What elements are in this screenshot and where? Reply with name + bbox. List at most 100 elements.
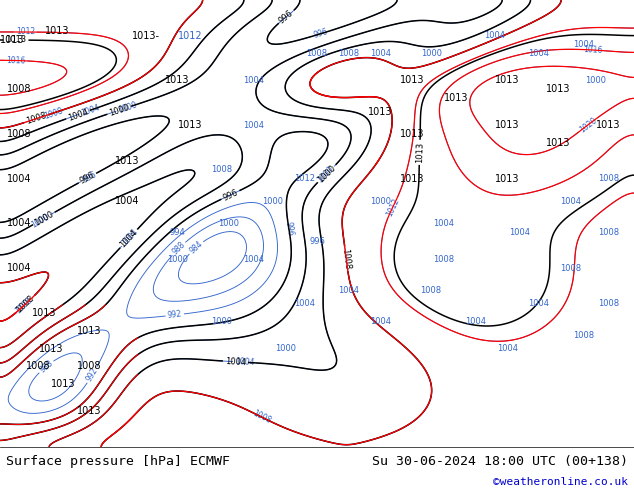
- Text: 996: 996: [78, 171, 96, 186]
- Text: 994: 994: [170, 228, 185, 237]
- Text: 1004: 1004: [243, 76, 264, 85]
- Text: 1000: 1000: [370, 196, 391, 206]
- Text: 1013: 1013: [39, 343, 63, 354]
- Text: 1000: 1000: [32, 209, 55, 227]
- Text: 1004: 1004: [338, 286, 359, 295]
- Text: 996: 996: [221, 188, 240, 202]
- Text: 1013: 1013: [77, 406, 101, 416]
- Text: Surface pressure [hPa] ECMWF: Surface pressure [hPa] ECMWF: [6, 456, 230, 468]
- Text: 1008: 1008: [598, 174, 619, 183]
- Text: 988: 988: [171, 241, 187, 257]
- Text: 1000: 1000: [420, 49, 442, 58]
- Text: 1000: 1000: [217, 219, 239, 228]
- Text: 1000: 1000: [167, 255, 188, 264]
- Text: 1013: 1013: [546, 138, 570, 148]
- Text: 1013: 1013: [400, 174, 424, 184]
- Text: 1013: 1013: [597, 120, 621, 130]
- Text: 996: 996: [278, 8, 295, 25]
- Text: 1000: 1000: [316, 163, 337, 184]
- Text: 1013: 1013: [51, 379, 75, 390]
- Text: 1004: 1004: [115, 196, 139, 206]
- Text: 1008: 1008: [42, 106, 63, 121]
- Text: 1000: 1000: [585, 76, 607, 85]
- Text: 1004: 1004: [243, 121, 264, 130]
- Text: 1004: 1004: [509, 228, 531, 237]
- Text: 1004: 1004: [80, 103, 101, 118]
- Text: 1013: 1013: [45, 26, 69, 36]
- Text: 1000: 1000: [29, 212, 51, 229]
- Text: 1013-: 1013-: [132, 31, 160, 41]
- Text: 1000: 1000: [108, 102, 131, 118]
- Text: 1008: 1008: [25, 111, 48, 126]
- Text: 1013: 1013: [495, 120, 519, 130]
- Text: 1013: 1013: [400, 129, 424, 139]
- Text: 1013: 1013: [178, 120, 202, 130]
- Text: 1012: 1012: [294, 174, 315, 183]
- Text: 1004: 1004: [224, 357, 246, 367]
- Text: 1008: 1008: [7, 129, 31, 139]
- Text: 1004: 1004: [496, 344, 518, 353]
- Text: 1008: 1008: [211, 165, 233, 174]
- Text: 1008: 1008: [15, 294, 36, 315]
- Text: 1013: 1013: [415, 142, 425, 163]
- Text: 1004: 1004: [67, 107, 89, 122]
- Text: Su 30-06-2024 18:00 UTC (00+138): Su 30-06-2024 18:00 UTC (00+138): [372, 456, 628, 468]
- Text: 1013: 1013: [77, 326, 101, 336]
- Text: 1000: 1000: [275, 344, 296, 353]
- Text: 1013: 1013: [5, 35, 27, 45]
- Text: 1004: 1004: [528, 49, 550, 58]
- Text: 1012: 1012: [16, 27, 35, 37]
- Text: 996: 996: [313, 27, 330, 40]
- Text: 1004: 1004: [465, 317, 486, 326]
- Text: 1013: 1013: [368, 107, 392, 117]
- Text: 1020: 1020: [578, 116, 598, 134]
- Text: 1008: 1008: [573, 331, 594, 340]
- Text: 996: 996: [309, 237, 325, 246]
- Text: 1008: 1008: [433, 255, 455, 264]
- Text: 1000: 1000: [316, 165, 336, 185]
- Text: 1008: 1008: [306, 49, 328, 58]
- Text: 1008: 1008: [560, 264, 581, 272]
- Text: 1013: 1013: [1, 35, 25, 45]
- Text: 1004: 1004: [120, 227, 139, 247]
- Text: 1012: 1012: [385, 196, 401, 218]
- Text: 1016: 1016: [583, 45, 602, 55]
- Text: 1004: 1004: [294, 299, 315, 308]
- Text: 984: 984: [188, 239, 204, 256]
- Text: 1013: 1013: [32, 308, 56, 318]
- Text: 1008: 1008: [77, 362, 101, 371]
- Text: 1004: 1004: [119, 228, 139, 249]
- Text: 1013: 1013: [546, 84, 570, 95]
- Text: 1013: 1013: [165, 75, 190, 85]
- Text: ©weatheronline.co.uk: ©weatheronline.co.uk: [493, 477, 628, 487]
- Text: 1008: 1008: [598, 228, 619, 237]
- Text: 1013: 1013: [495, 75, 519, 85]
- Text: 1004: 1004: [370, 49, 391, 58]
- Text: 1004: 1004: [433, 219, 455, 228]
- Text: 1012: 1012: [178, 31, 202, 41]
- Text: 1008: 1008: [340, 247, 352, 270]
- Text: 992: 992: [167, 310, 183, 320]
- Text: 1004: 1004: [7, 263, 31, 273]
- Text: 1013: 1013: [495, 174, 519, 184]
- Text: 1013: 1013: [444, 93, 469, 103]
- Text: 1004: 1004: [528, 299, 550, 308]
- Text: 1000: 1000: [117, 100, 138, 115]
- Text: 1008: 1008: [26, 362, 50, 371]
- Text: 1000: 1000: [211, 317, 233, 326]
- Text: 1008: 1008: [13, 296, 34, 316]
- Text: 1008: 1008: [252, 409, 273, 426]
- Text: 1004: 1004: [370, 317, 391, 326]
- Text: 1013: 1013: [400, 75, 424, 85]
- Text: 1008: 1008: [598, 299, 619, 308]
- Text: 996: 996: [283, 220, 294, 236]
- Text: 1004: 1004: [235, 357, 255, 368]
- Text: 1004: 1004: [7, 219, 31, 228]
- Text: 1004: 1004: [243, 255, 264, 264]
- Text: 1004: 1004: [484, 31, 505, 40]
- Text: 1004: 1004: [7, 174, 31, 184]
- Text: 996: 996: [81, 170, 98, 184]
- Text: 988: 988: [37, 359, 55, 374]
- Text: 1016: 1016: [6, 56, 25, 65]
- Text: 1000: 1000: [262, 196, 283, 206]
